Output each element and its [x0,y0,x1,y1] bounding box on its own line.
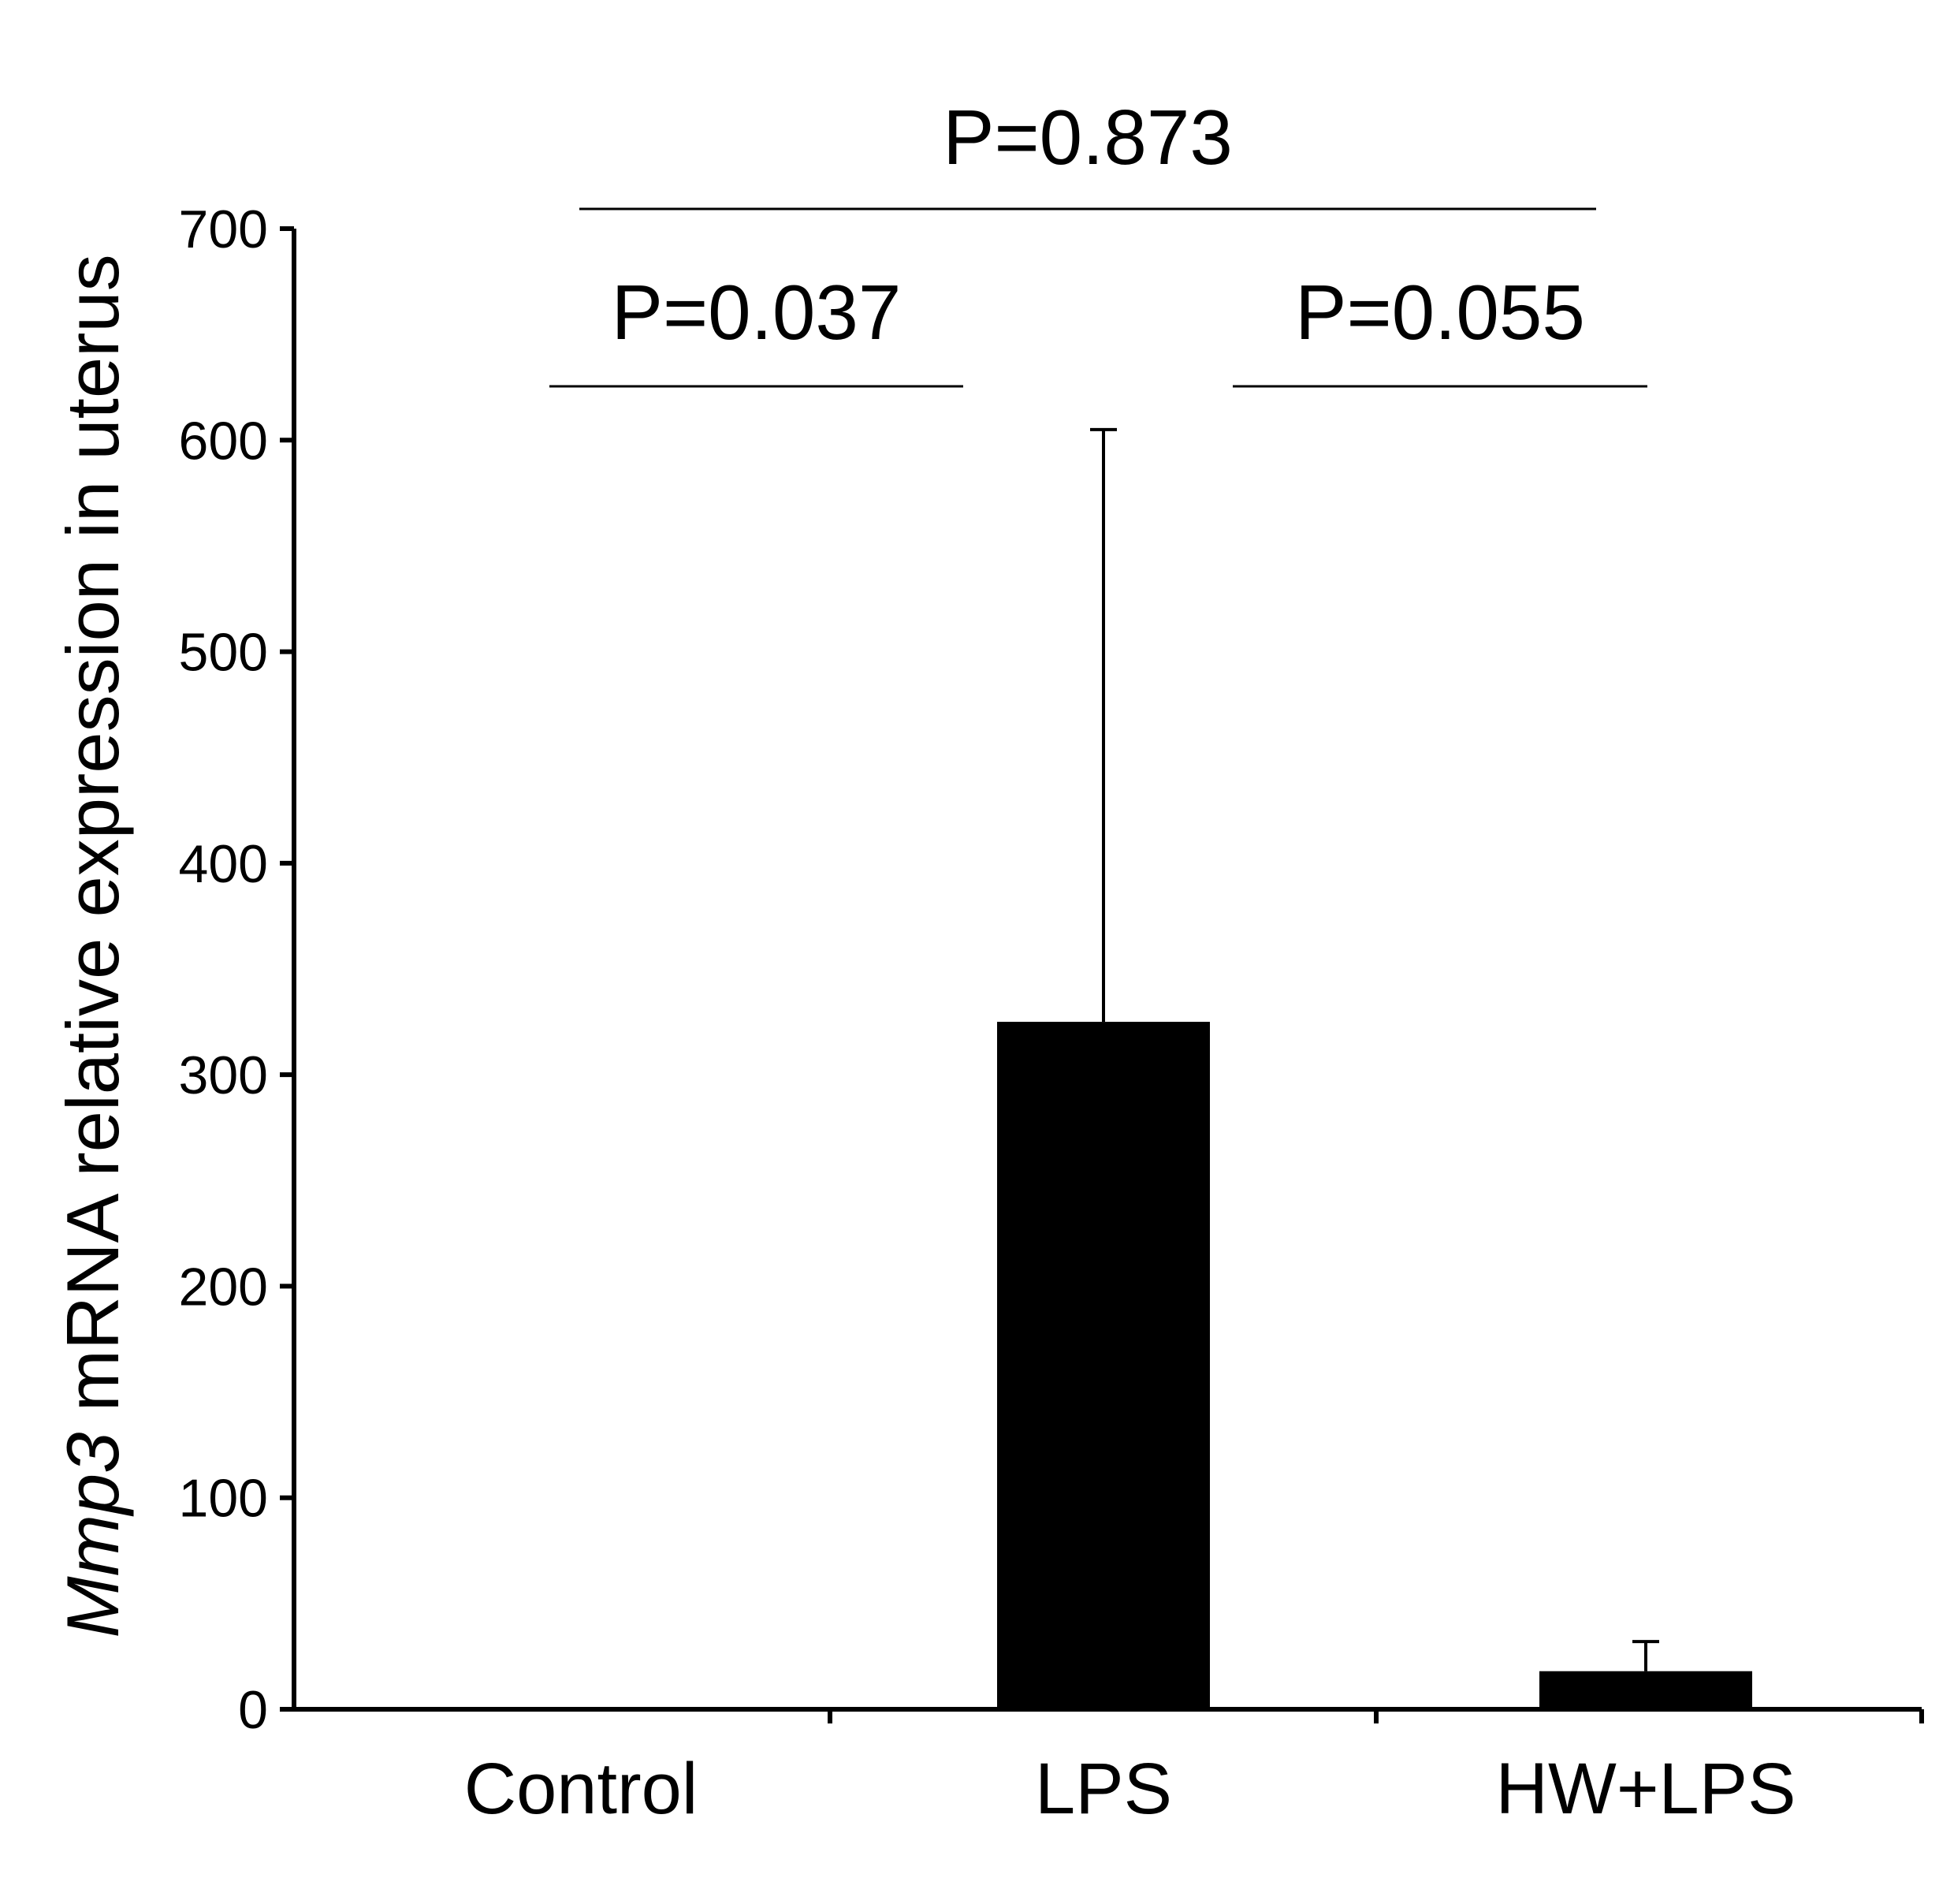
x-axis-ticks [828,1709,1924,1723]
y-tick-label: 600 [179,411,268,471]
y-axis-title-gene: Mmp3 [51,1433,134,1638]
y-tick-label: 100 [179,1469,268,1529]
y-tick-label: 300 [179,1045,268,1105]
significance-annotations: P=0.037 P=0.055 P=0.873 [549,94,1647,388]
y-tick-label: 200 [179,1257,268,1317]
y-axis-ticks: 0 100 200 300 400 500 600 700 [179,199,294,1740]
category-label: HW+LPS [1496,1749,1796,1829]
y-tick-label: 400 [179,834,268,894]
y-tick-label: 700 [179,199,268,259]
bar [997,1022,1210,1709]
error-bars [1090,427,1659,1671]
y-tick-label: 500 [179,623,268,683]
y-tick-label: 0 [238,1680,268,1740]
bar [1539,1671,1752,1709]
category-labels: Control LPS HW+LPS [464,1749,1796,1829]
category-label: LPS [1035,1749,1172,1829]
significance-label: P=0.055 [1295,269,1585,356]
bar [475,1707,687,1709]
y-axis-title-rest: mRNA relative expression in uterus [51,254,134,1432]
significance-label: P=0.037 [612,269,902,356]
y-axis-title: Mmp3 mRNA relative expression in uterus [51,254,134,1638]
bars [475,1022,1752,1709]
category-label: Control [464,1749,698,1829]
significance-label: P=0.873 [943,94,1233,181]
